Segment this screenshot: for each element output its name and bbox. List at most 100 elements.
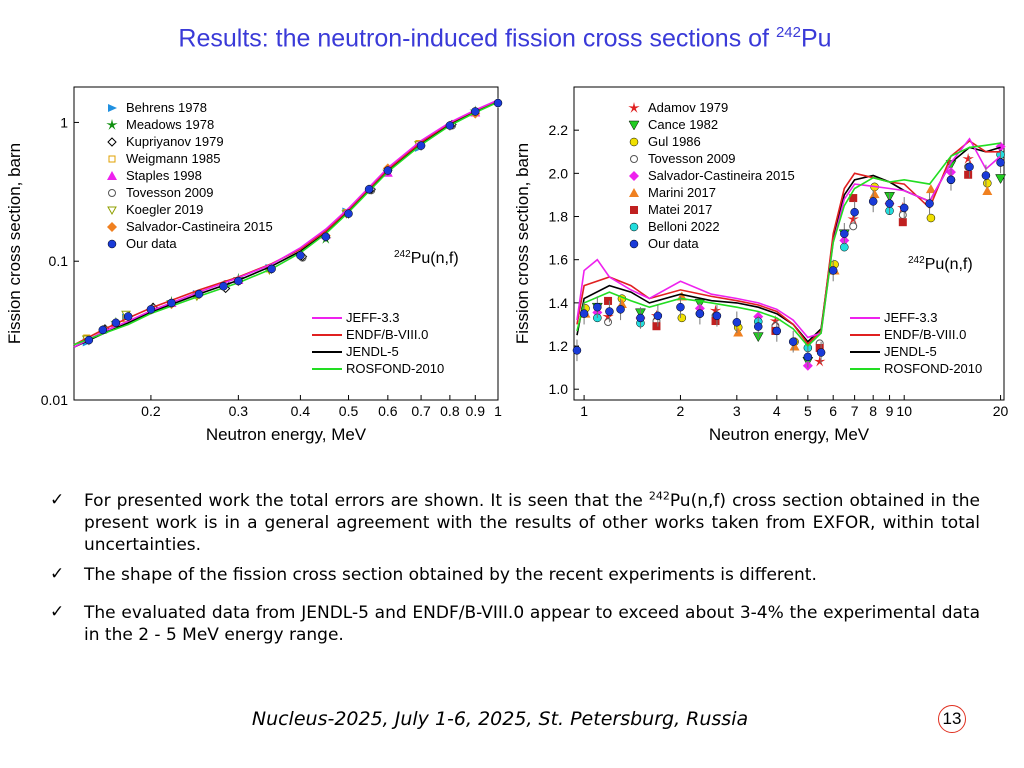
experiment-point [995,141,1006,152]
series-group [572,137,1006,371]
our-data-point [946,175,956,185]
legend-marker [108,155,116,163]
plot-frame [573,86,1005,401]
y-tick-label: 2.2 [549,122,569,138]
legend-marker [108,189,116,197]
legend-label: Our data [648,236,699,251]
legend-label: Salvador-Castineira 2015 [648,168,795,183]
x-tick-label: 8 [869,403,877,419]
x-tick-label: 10 [896,403,912,419]
our-data-point [296,251,305,260]
x-tick-label: 2 [677,403,685,419]
experiment-point [925,184,936,194]
our-data-point [772,326,782,336]
legend-marker [106,119,118,130]
x-tick-label: 0.4 [291,403,311,419]
evaluation-line [73,99,499,348]
our-data-point [925,199,934,208]
legend-label: Behrens 1978 [126,100,207,115]
experiment-point [711,317,720,326]
experiment-point [602,310,614,322]
our-data-point [676,302,685,312]
experiment-point [769,315,782,326]
legend-label: Koegler 2019 [126,202,203,217]
legend-marker [628,102,640,113]
legend-marker [107,206,117,216]
x-tick-label: 5 [804,403,812,419]
experiment-point [982,185,993,195]
legend-label: JENDL-5 [884,344,937,359]
experiment-point [604,296,613,305]
isotope-annotation-sup: 242 [908,255,925,266]
bullet-1-sup: 242 [648,489,670,503]
isotope-annotation-text: Pu(n,f) [411,250,459,267]
legend-label: ROSFOND-2010 [346,361,444,376]
legend-label: Cance 1982 [648,117,718,132]
x-tick-label: 0.3 [229,403,249,419]
legend-label: Belloni 2022 [648,219,720,234]
x-tick-label: 3 [733,403,741,419]
x-tick-label: 0.2 [141,403,161,419]
legend-label: Staples 1998 [126,168,202,183]
x-axis-label: Neutron energy, MeV [206,425,367,444]
bullet-3-text: The evaluated data from JENDL-5 and ENDF… [84,603,980,645]
y-tick-label: 1.0 [549,381,569,397]
our-data-point [471,107,480,116]
legend-label: Tovesson 2009 [648,151,735,166]
our-data-point [981,171,991,180]
our-data-point [965,162,974,172]
slide-title-sup: 242 [775,24,801,41]
y-tick-label: 1.4 [549,295,569,311]
experiment-point [709,304,722,316]
y-tick-label: 1.2 [549,338,569,354]
experiment-point [964,170,973,179]
legend-label: Tovesson 2009 [126,185,213,200]
experiment-point [869,189,880,199]
x-tick-label: 0.7 [411,403,431,419]
x-tick-label: 1 [494,403,502,419]
experiment-point [604,318,613,327]
our-data-point [146,305,156,314]
our-data-point [803,352,813,362]
bullet-item-1: ✓ For presented work the total errors are… [50,490,980,556]
our-data-point [111,318,121,328]
legend-label: JEFF-3.3 [884,310,937,325]
legend-label: Our data [126,236,177,251]
x-tick-label: 0.5 [339,403,359,419]
our-data-point [344,209,353,218]
checkmark-icon: ✓ [50,490,65,510]
our-data-point [98,325,108,335]
experiment-point [789,341,800,351]
x-tick-label: 4 [773,403,781,419]
legend-marker [107,222,117,232]
experiment-point [847,213,859,225]
x-tick-label: 6 [829,403,837,419]
bullet-1-pre: For presented work the total errors are … [84,491,649,511]
left-cross-section-chart: 0.2 0.3 0.4 0.5 0.6 0.7 0.8 0.9 1 0.01 0.1 1 Neutron… [5,86,503,444]
our-data-point [653,311,663,321]
legend-marker [630,155,638,163]
legend-marker [629,188,639,197]
experiment-point [849,222,858,231]
y-tick-label: 2.0 [549,165,569,181]
our-data-point [267,264,276,274]
our-data-point [219,282,228,291]
our-data-point [636,313,645,323]
our-data-point [899,203,909,213]
legend-marker [629,239,639,249]
legend-label: JEFF-3.3 [346,310,399,325]
evaluation-line [576,142,1001,348]
our-data-point [579,309,589,318]
legend-label: Marini 2017 [648,185,716,200]
our-data-point [572,346,582,355]
legend-marker [630,206,638,214]
experiment-point [926,213,936,223]
bullet-item-3: ✓ The evaluated data from JENDL-5 and END… [50,602,980,646]
legend-label: Weigmann 1985 [126,151,220,166]
page-number-badge: 13 [938,705,966,733]
our-data-point [732,318,742,327]
x-tick-label: 1 [580,403,588,419]
checkmark-icon: ✓ [50,602,65,622]
legend-label: Adamov 1979 [648,100,728,115]
legend-marker [107,171,117,180]
